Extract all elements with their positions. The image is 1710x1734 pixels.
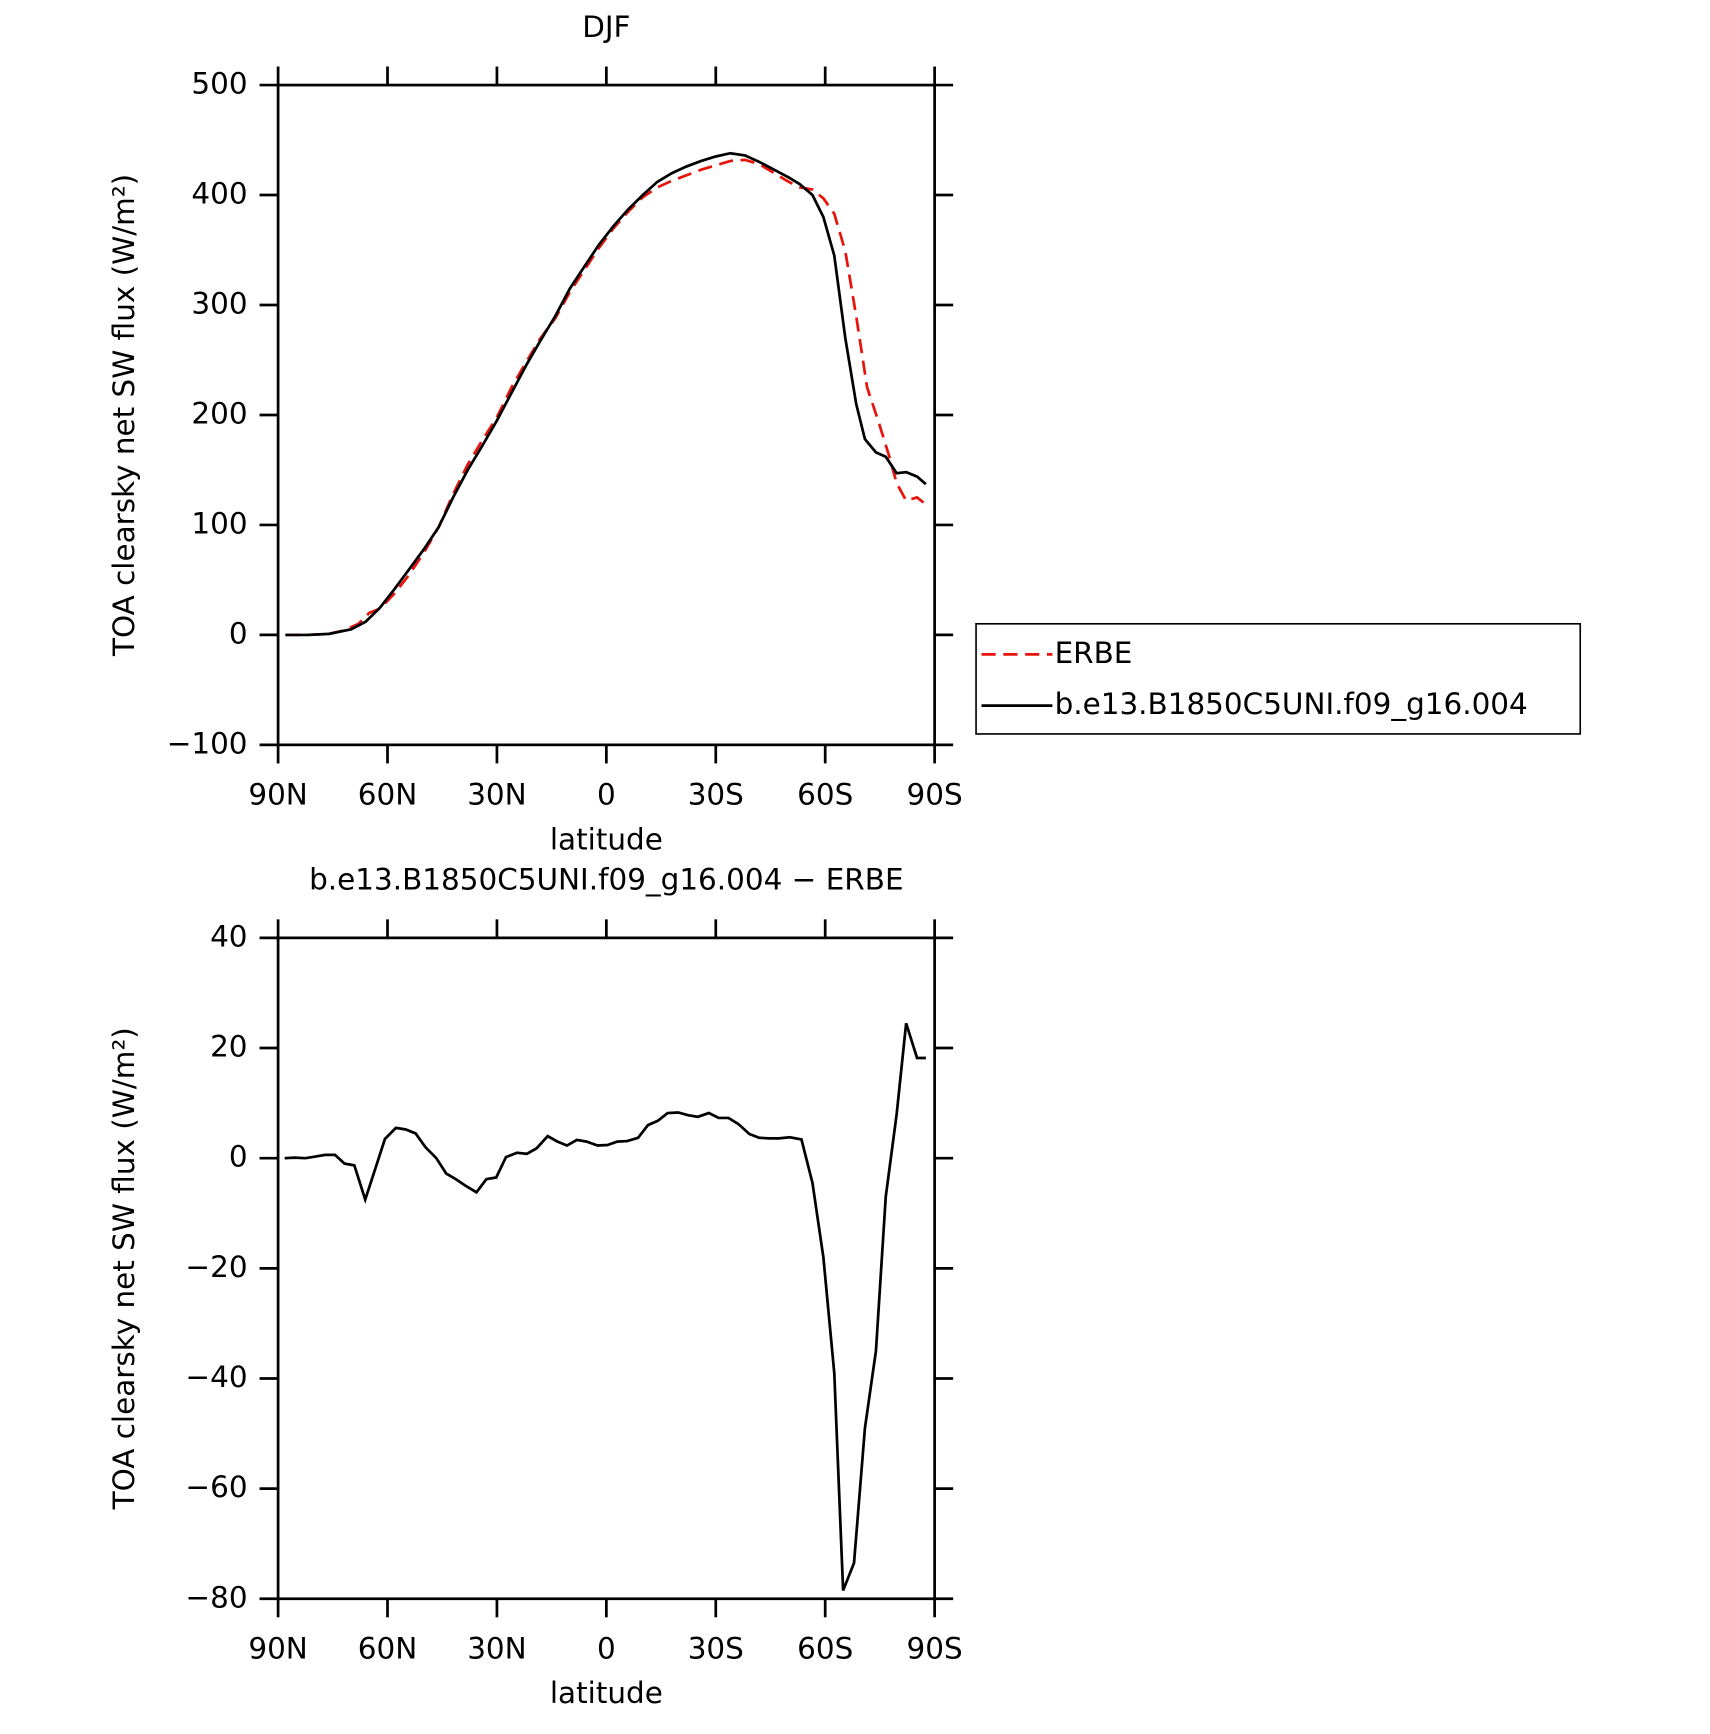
plot-frame [276, 936, 936, 1601]
y-tick-label: 0 [229, 1140, 248, 1174]
x-tick-label: 90S [907, 778, 963, 812]
data-line [284, 1022, 926, 1591]
x-tick-label: 90N [248, 778, 307, 812]
y-axis-label: TOA clearsky net SW flux (W/m²) [107, 1027, 141, 1510]
chart-title: DJF [582, 10, 630, 44]
panel: b.e13.B1850C5UNI.f09_g16.004 − ERBE latit… [107, 863, 963, 1711]
y-tick-label: −80 [185, 1580, 247, 1614]
data-line [285, 151, 927, 637]
y-tick-label: −40 [185, 1360, 247, 1394]
y-tick-label: 300 [191, 286, 247, 320]
x-axis-label: latitude [550, 1676, 663, 1710]
legend: ERBE b.e13.B1850C5UNI.f09_g16.004 [975, 622, 1582, 735]
legend-box [975, 622, 1582, 735]
x-tick-label: 60N [358, 1632, 417, 1666]
data-line [285, 158, 929, 637]
legend-label: b.e13.B1850C5UNI.f09_g16.004 [1055, 687, 1528, 721]
chart-title: b.e13.B1850C5UNI.f09_g16.004 − ERBE [309, 863, 903, 897]
y-tick-label: 200 [191, 396, 247, 430]
y-tick-label: 100 [191, 506, 247, 540]
x-tick-label: 0 [597, 778, 616, 812]
y-tick-label: 0 [229, 616, 248, 650]
x-tick-label: 0 [597, 1632, 616, 1666]
y-axis-label: TOA clearsky net SW flux (W/m²) [107, 174, 141, 657]
x-tick-label: 30S [688, 1632, 744, 1666]
panel: DJF latitude TOA clearsky net SW flux (W/m… [107, 10, 1582, 856]
y-tick-label: −100 [167, 726, 248, 760]
plot-frame [276, 83, 936, 747]
y-tick-label: 40 [210, 919, 247, 953]
x-tick-label: 60S [797, 778, 853, 812]
x-axis-label: latitude [550, 822, 663, 856]
x-tick-label: 30N [467, 778, 526, 812]
y-tick-label: −20 [185, 1250, 247, 1284]
y-tick-label: 400 [191, 177, 247, 211]
y-tick-label: 20 [210, 1030, 247, 1064]
x-tick-label: 60S [797, 1632, 853, 1666]
x-tick-label: 30S [688, 778, 744, 812]
x-tick-label: 90N [248, 1632, 307, 1666]
x-tick-label: 30N [467, 1632, 526, 1666]
legend-label: ERBE [1055, 636, 1133, 670]
x-tick-label: 90S [907, 1632, 963, 1666]
y-tick-label: 500 [191, 67, 247, 101]
y-tick-label: −60 [185, 1470, 247, 1504]
x-tick-label: 60N [358, 778, 417, 812]
